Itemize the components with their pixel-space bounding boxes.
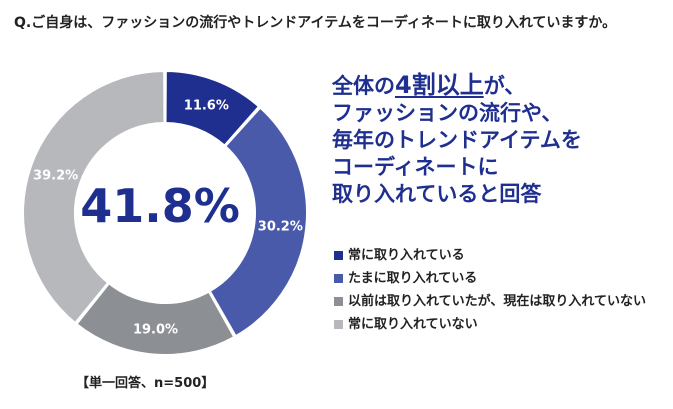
headline-line-1: 全体の4割以上が、	[332, 71, 526, 99]
slice-label: 30.2%	[258, 219, 303, 234]
donut-slice	[164, 69, 261, 147]
slice-label: 39.2%	[33, 168, 78, 183]
legend-label: 以前は取り入れていたが、現在は取り入れていない	[348, 294, 646, 309]
legend: 常に取り入れている たまに取り入れている 以前は取り入れていたが、現在は取り入れ…	[334, 246, 664, 338]
slice-label: 11.6%	[184, 99, 229, 114]
center-percentage: 41.8%	[80, 179, 240, 233]
headline-emphasis: 4割以上	[395, 71, 484, 99]
legend-item: 常に取り入れている	[334, 246, 664, 266]
legend-swatch	[334, 320, 343, 329]
headline-line-4: コーディネートに	[332, 155, 499, 179]
donut-slice	[22, 69, 166, 325]
donut-chart: 11.6% 30.2% 19.0% 39.2% 41.8%	[22, 69, 308, 356]
legend-swatch	[334, 251, 343, 260]
legend-label: 常に取り入れている	[348, 248, 465, 263]
headline: 全体の4割以上が、 ファッションの流行や、 毎年のトレンドアイテムを コーディネ…	[332, 72, 667, 208]
headline-line-3: 毎年のトレンドアイテムを	[332, 128, 582, 152]
legend-label: たまに取り入れている	[348, 271, 478, 286]
footnote: 【単一回答、n=500】	[76, 376, 215, 391]
slice-label: 19.0%	[133, 323, 178, 338]
donut-slice	[208, 106, 308, 338]
slice-labels: 11.6% 30.2% 19.0% 39.2%	[33, 99, 303, 338]
donut-slices	[22, 69, 308, 356]
legend-item: 以前は取り入れていたが、現在は取り入れていない	[334, 292, 664, 312]
legend-label: 常に取り入れていない	[348, 317, 478, 332]
donut-slice	[75, 281, 236, 356]
headline-line-5: 取り入れていると回答	[332, 182, 542, 206]
legend-swatch	[334, 297, 343, 306]
legend-item: たまに取り入れている	[334, 269, 664, 289]
legend-item: 常に取り入れていない	[334, 315, 664, 335]
legend-swatch	[334, 274, 343, 283]
headline-line-2: ファッションの流行や、	[332, 101, 563, 125]
question-text: Q.ご自身は、ファッションの流行やトレンドアイテムをコーディネートに取り入れてい…	[14, 15, 617, 31]
